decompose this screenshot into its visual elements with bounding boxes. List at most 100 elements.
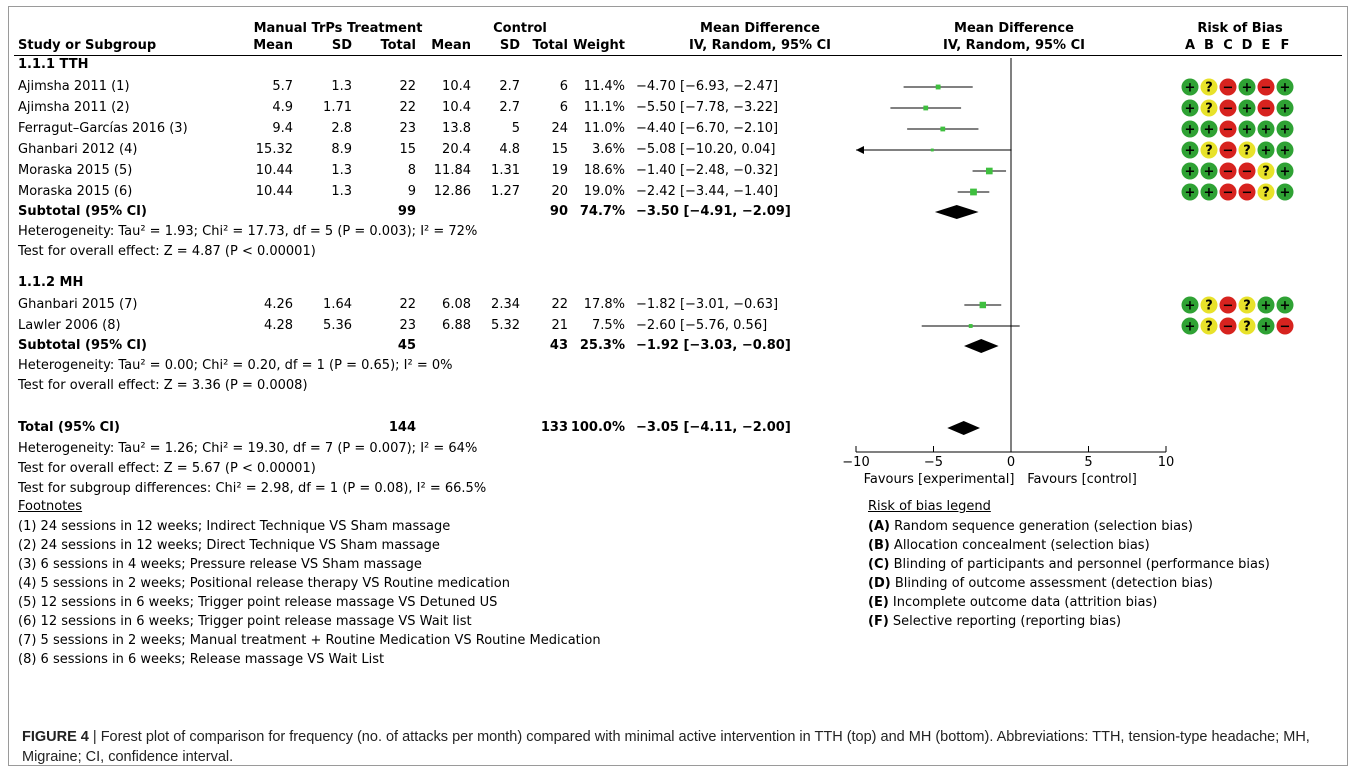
weight: 19.0% — [583, 184, 625, 199]
rob-legend-item: (A) Random sequence generation (selectio… — [868, 519, 1193, 535]
rob-symbol: + — [1280, 186, 1291, 201]
rob-circle — [1276, 317, 1294, 335]
exp-mean: 15.32 — [255, 142, 293, 157]
divider — [14, 55, 1342, 56]
rob-circle — [1219, 296, 1237, 314]
header-exp-total: Total — [380, 38, 416, 53]
header-exp-mean: Mean — [253, 38, 293, 53]
rob-legend-key: (B) — [868, 538, 890, 553]
study-name: Ajimsha 2011 (2) — [18, 100, 130, 115]
subgroup-differences: Test for subgroup differences: Chi² = 2.… — [18, 481, 487, 496]
rob-symbol: ? — [1205, 81, 1213, 96]
rob-circle — [1181, 120, 1199, 138]
rob-letter-d: D — [1241, 38, 1253, 53]
rob-circle — [1238, 120, 1256, 138]
rob-letter-e: E — [1261, 38, 1271, 53]
header-weight: Weight — [573, 38, 625, 53]
subtotal-label: Subtotal (95% CI) — [18, 204, 147, 219]
weight: 17.8% — [583, 297, 625, 312]
total-ci: −3.05 [−4.11, −2.00] — [636, 420, 791, 435]
ctrl-total: 15 — [551, 142, 568, 157]
rob-circle — [1181, 78, 1199, 96]
weight: 18.6% — [583, 163, 625, 178]
subtotal-ci: −1.92 [−3.03, −0.80] — [636, 338, 791, 353]
rob-circle — [1181, 141, 1199, 159]
subtotal-weight: 74.7% — [579, 204, 625, 219]
rob-symbol: + — [1242, 102, 1253, 117]
rob-legend-item: (D) Blinding of outcome assessment (dete… — [868, 576, 1213, 592]
subtotal-weight: 25.3% — [579, 338, 625, 353]
header-plot-sub: IV, Random, 95% CI — [943, 38, 1085, 53]
total-label: Total (95% CI) — [18, 420, 120, 435]
rob-symbol: + — [1242, 123, 1253, 138]
ctrl-total: 22 — [551, 297, 568, 312]
rob-symbol: + — [1185, 144, 1196, 159]
x-tick-label: 5 — [1084, 455, 1092, 470]
rob-legend-text: Allocation concealment (selection bias) — [889, 538, 1150, 553]
overall-effect-text: Test for overall effect: Z = 4.87 (P < 0… — [18, 244, 316, 259]
rob-legend-item: (C) Blinding of participants and personn… — [868, 557, 1270, 573]
ci-arrow — [856, 146, 864, 154]
header-md-sub: IV, Random, 95% CI — [689, 38, 831, 53]
rob-circle — [1276, 162, 1294, 180]
rob-letter-c: C — [1223, 38, 1233, 53]
md-ci: −4.40 [−6.70, −2.10] — [636, 121, 779, 136]
rob-legend-title: Risk of bias legend — [868, 499, 991, 514]
rob-circle — [1276, 120, 1294, 138]
rob-symbol: − — [1242, 186, 1253, 201]
study-name: Moraska 2015 (6) — [18, 184, 133, 199]
study-name: Ajimsha 2011 (1) — [18, 79, 130, 94]
subtotal-ci: −3.50 [−4.91, −2.09] — [636, 204, 791, 219]
ctrl-mean: 10.4 — [442, 100, 471, 115]
rob-circle — [1238, 141, 1256, 159]
rob-symbol: + — [1280, 102, 1291, 117]
rob-symbol: − — [1223, 102, 1234, 117]
rob-symbol: − — [1261, 81, 1272, 96]
study-point — [970, 188, 977, 196]
ctrl-sd: 1.27 — [491, 184, 520, 199]
rob-circle — [1257, 183, 1275, 201]
ctrl-total: 21 — [551, 318, 568, 333]
exp-mean: 10.44 — [255, 163, 293, 178]
exp-sd: 5.36 — [323, 318, 352, 333]
x-label-right: Favours [control] — [1027, 472, 1137, 487]
rob-circle — [1238, 162, 1256, 180]
footnote-item: (7) 5 sessions in 2 weeks; Manual treatm… — [18, 633, 601, 648]
rob-legend-key: (D) — [868, 576, 891, 591]
rob-symbol: + — [1280, 123, 1291, 138]
weight: 11.4% — [583, 79, 625, 94]
rob-symbol: + — [1185, 165, 1196, 180]
footnote-item: (4) 5 sessions in 2 weeks; Positional re… — [18, 576, 510, 591]
md-ci: −4.70 [−6.93, −2.47] — [636, 79, 779, 94]
rob-legend-item: (E) Incomplete outcome data (attrition b… — [868, 595, 1157, 611]
study-point — [935, 84, 941, 90]
rob-circle — [1181, 162, 1199, 180]
rob-symbol: + — [1280, 81, 1291, 96]
rob-legend-item: (B) Allocation concealment (selection bi… — [868, 538, 1150, 554]
study-name: Ghanbari 2012 (4) — [18, 142, 138, 157]
rob-legend-text: Incomplete outcome data (attrition bias) — [888, 595, 1158, 610]
rob-symbol: − — [1223, 123, 1234, 138]
figure-frame — [8, 6, 1348, 766]
rob-symbol: + — [1280, 144, 1291, 159]
weight: 7.5% — [591, 318, 625, 333]
rob-symbol: ? — [1243, 299, 1251, 314]
exp-total: 9 — [407, 184, 416, 199]
rob-circle — [1219, 99, 1237, 117]
rob-circle — [1200, 78, 1218, 96]
rob-symbol: + — [1204, 165, 1215, 180]
ctrl-mean: 11.84 — [433, 163, 471, 178]
subtotal-exp-total: 99 — [397, 204, 416, 219]
rob-symbol: ? — [1262, 165, 1270, 180]
exp-mean: 4.9 — [272, 100, 293, 115]
rob-symbol: + — [1280, 299, 1291, 314]
rob-symbol: + — [1185, 299, 1196, 314]
ctrl-sd: 2.34 — [491, 297, 520, 312]
exp-mean: 4.28 — [264, 318, 293, 333]
rob-circle — [1238, 296, 1256, 314]
rob-circle — [1181, 317, 1199, 335]
study-name: Moraska 2015 (5) — [18, 163, 133, 178]
header-plot-title: Mean Difference — [954, 21, 1074, 36]
header-exp-sd: SD — [331, 38, 352, 53]
study-point — [985, 167, 993, 175]
